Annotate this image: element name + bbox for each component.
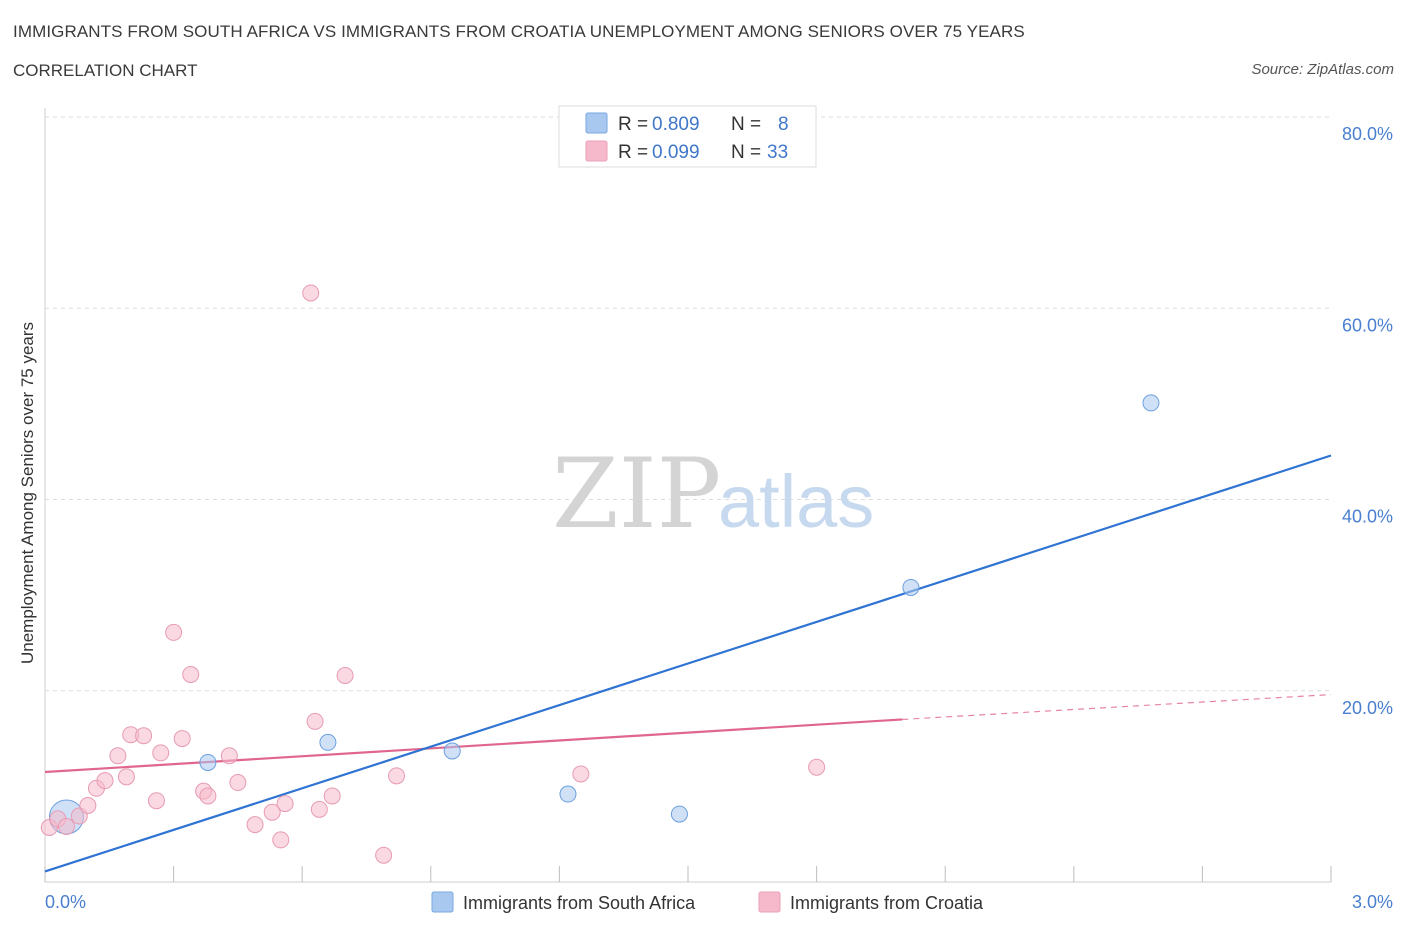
trend-lines: [44, 454, 1332, 873]
point-series-1-29: [375, 846, 393, 864]
stats-legend: R = 0.809 N = 8 R = 0.099 N = 33: [558, 105, 817, 168]
point-series-0-3: [443, 742, 461, 760]
point-series-0-5: [670, 805, 688, 823]
point-series-0-1: [199, 753, 217, 771]
legend-swatch-croatia: [585, 140, 608, 162]
y-tick-label-0: 20.0%: [1342, 698, 1393, 718]
legend-n-label-2: N =: [731, 142, 761, 163]
y-tick-label-2: 60.0%: [1342, 315, 1393, 335]
chart-title: IMMIGRANTS FROM SOUTH AFRICA VS IMMIGRAN…: [13, 22, 1025, 41]
point-series-1-25: [306, 712, 324, 730]
point-series-1-21: [263, 803, 281, 821]
point-series-1-8: [117, 768, 135, 786]
y-tick-label-3: 80.0%: [1342, 124, 1393, 144]
point-series-1-4: [79, 797, 97, 814]
legend-n-label-1: N =: [731, 114, 761, 135]
point-series-1-24: [302, 284, 320, 302]
point-series-1-14: [173, 730, 191, 748]
x-tick-label-0: 0.0%: [45, 892, 86, 912]
point-series-1-30: [388, 767, 406, 785]
point-series-1-23: [276, 795, 294, 813]
point-series-0-4: [559, 785, 577, 803]
legend-swatch-south-africa: [585, 112, 608, 134]
point-series-1-15: [182, 665, 200, 683]
point-series-1-32: [808, 758, 826, 776]
trend-line-series-0: [44, 454, 1332, 873]
point-series-1-27: [323, 787, 341, 805]
point-series-1-31: [572, 765, 590, 783]
point-series-1-12: [152, 744, 170, 762]
legend-n-value-2: 33: [767, 142, 788, 163]
tick-labels: 20.0% 40.0% 60.0% 80.0% 0.0% 3.0%: [45, 124, 1393, 912]
watermark-zip: ZIP: [552, 438, 721, 550]
legend-r-value-1: 0.809: [652, 114, 700, 135]
point-series-1-7: [109, 747, 127, 765]
watermark-atlas: atlas: [718, 460, 874, 543]
point-series-1-13: [165, 623, 183, 641]
point-series-1-2: [57, 818, 75, 836]
legend-r-label-2: R =: [618, 142, 648, 163]
point-series-1-6: [96, 772, 114, 790]
point-series-1-20: [246, 816, 264, 834]
legend-n-value-1: 8: [778, 114, 789, 135]
series-legend-label-croatia: Immigrants from Croatia: [790, 893, 984, 913]
point-series-1-28: [336, 666, 354, 684]
legend-r-value-2: 0.099: [652, 142, 700, 163]
point-series-1-18: [220, 747, 238, 765]
data-points: [40, 284, 1160, 864]
series-legend-swatch-croatia: [758, 891, 781, 913]
series-legend-swatch-south-africa: [431, 891, 454, 913]
x-tick-label-1: 3.0%: [1352, 892, 1393, 912]
point-series-0-6: [902, 578, 920, 596]
point-series-1-19: [229, 774, 247, 792]
trend-line-dashed-series-1: [902, 693, 1332, 721]
series-legend: Immigrants from South Africa Immigrants …: [431, 891, 984, 913]
point-series-0-7: [1142, 394, 1160, 412]
watermark: ZIP atlas: [552, 438, 874, 550]
source-label: Source: ZipAtlas.com: [1251, 61, 1394, 78]
trend-line-series-1: [44, 718, 903, 774]
axes: [44, 108, 1332, 883]
point-series-1-10: [135, 727, 153, 745]
point-series-0-2: [319, 733, 337, 751]
y-tick-label-1: 40.0%: [1342, 507, 1393, 527]
point-series-1-26: [310, 800, 328, 818]
point-series-1-11: [147, 792, 165, 810]
gridlines: [45, 116, 1331, 692]
chart-subtitle: CORRELATION CHART: [13, 61, 198, 80]
legend-r-label-1: R =: [618, 114, 648, 135]
point-series-1-17: [199, 787, 217, 805]
series-legend-label-south-africa: Immigrants from South Africa: [463, 893, 696, 913]
point-series-1-22: [272, 831, 290, 849]
